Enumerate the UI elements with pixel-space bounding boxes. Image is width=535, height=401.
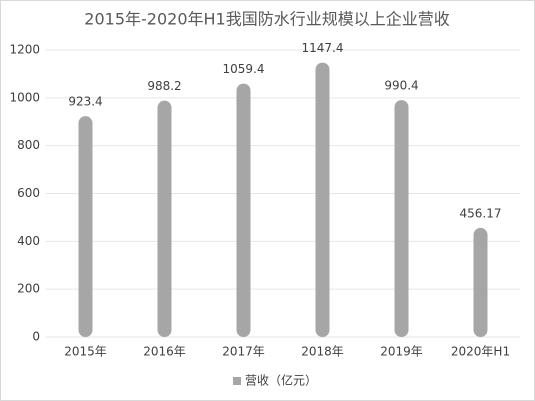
y-tick-label: 1200	[9, 43, 40, 57]
x-tick-label: 2016年	[143, 345, 186, 359]
chart-title: 2015年-2020年H1我国防水行业规模以上企业营收	[84, 10, 449, 29]
x-tick-label: 2018年	[301, 345, 344, 359]
y-tick-label: 1000	[9, 90, 40, 104]
bar	[157, 100, 172, 337]
bar	[394, 100, 409, 337]
x-tick-label: 2015年	[64, 345, 107, 359]
bar	[78, 116, 93, 337]
bar	[473, 227, 488, 337]
x-tick-label: 2017年	[222, 345, 265, 359]
value-label: 456.17	[460, 206, 502, 220]
x-tick-label: 2019年	[380, 345, 423, 359]
y-tick-label: 400	[17, 234, 40, 248]
legend-swatch	[233, 377, 241, 385]
value-label: 923.4	[68, 95, 102, 109]
value-label: 1059.4	[223, 62, 265, 76]
y-tick-label: 600	[17, 186, 40, 200]
y-tick-label: 0	[32, 330, 40, 344]
value-label: 990.4	[384, 79, 418, 93]
value-label: 1147.4	[302, 41, 344, 55]
x-tick-label: 2020年H1	[451, 345, 510, 359]
legend-label: 营收（亿元）	[245, 373, 317, 388]
bar	[315, 62, 330, 337]
value-label: 988.2	[147, 79, 181, 93]
bar	[236, 83, 251, 337]
y-tick-label: 200	[17, 282, 40, 296]
y-tick-label: 800	[17, 138, 40, 152]
